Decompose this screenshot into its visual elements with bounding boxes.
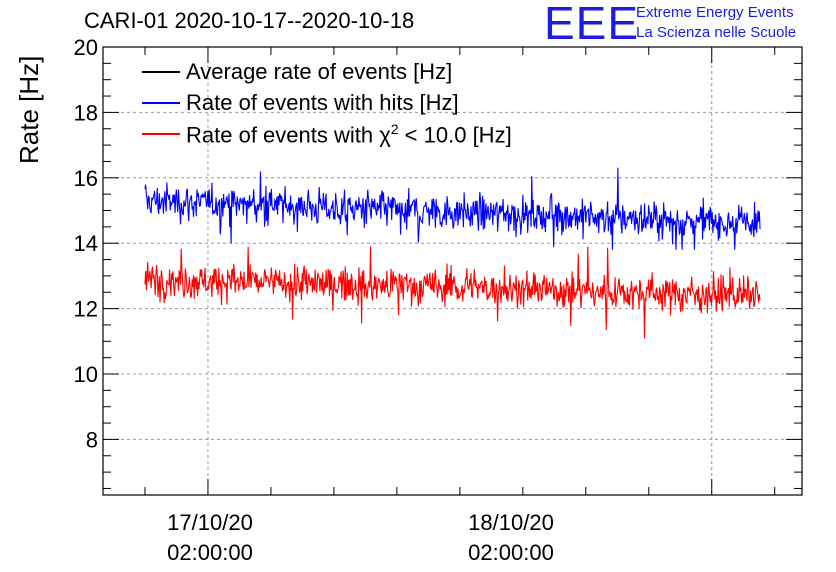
legend-label-average: Average rate of events [Hz]: [186, 59, 453, 84]
plot-frame: [102, 46, 803, 496]
x-tick-1-date: 17/10/20: [167, 510, 253, 535]
eee-logo: EEE: [544, 0, 640, 49]
legend-chi2-sup: 2: [390, 121, 399, 137]
y-tick-label: 18: [74, 100, 98, 125]
x-tick-2-time: 02:00:00: [468, 540, 554, 565]
x-tick-2-date: 18/10/20: [468, 510, 554, 535]
legend-swatch-chi2: [142, 133, 180, 135]
legend-label-hits: Rate of events with hits [Hz]: [186, 90, 459, 115]
logo-caption: Extreme Energy Events La Scienza nelle S…: [636, 3, 796, 43]
legend-swatch-hits: [142, 102, 180, 104]
chart-title: CARI-01 2020-10-17--2020-10-18: [84, 8, 415, 33]
x-tick-label-2: 18/10/20 02:00:00: [451, 508, 571, 568]
logo-line-2: La Scienza nelle Scuole: [636, 24, 797, 41]
y-tick-label: 8: [86, 427, 98, 452]
y-tick-label: 16: [74, 166, 98, 191]
legend-swatch-average: [142, 71, 180, 73]
legend-chi2-suffix: < 10.0 [Hz]: [398, 122, 512, 148]
x-tick-1-time: 02:00:00: [167, 540, 253, 565]
x-tick-label-1: 17/10/20 02:00:00: [150, 508, 270, 568]
series-line-chi2: [144, 246, 761, 339]
legend-label-chi2: Rate of events with χ2 < 10.0 [Hz]: [186, 121, 512, 148]
series-line-hits: [144, 167, 761, 250]
y-tick-label: 20: [74, 35, 98, 60]
logo-line-1: Extreme Energy Events: [636, 4, 794, 21]
y-tick-label: 14: [74, 231, 98, 256]
y-tick-label: 12: [74, 297, 98, 322]
legend-chi2-prefix: Rate of events with χ: [186, 122, 391, 148]
y-tick-label: 10: [74, 362, 98, 387]
y-axis-label: Rate [Hz]: [14, 55, 44, 164]
